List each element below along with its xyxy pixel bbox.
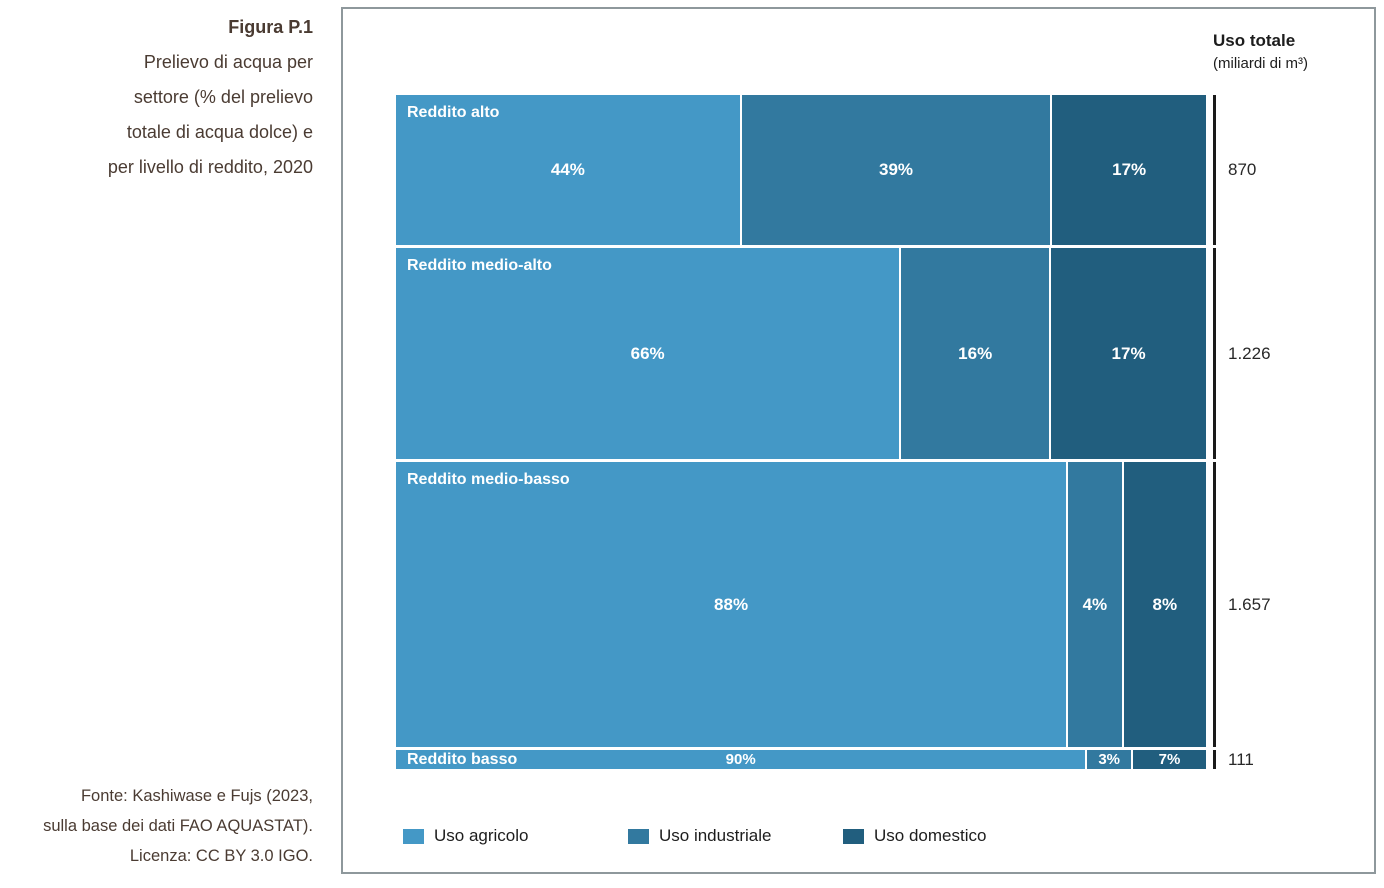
total-tick <box>1213 462 1216 747</box>
total-use-unit: (miliardi di m³) <box>1213 55 1308 72</box>
figure-title-line: totale di acqua dolce) e <box>126 122 313 142</box>
row-label: Reddito alto <box>407 104 500 121</box>
total-value: 111 <box>1228 749 1254 769</box>
segment-pct-label: 88% <box>714 594 749 614</box>
segment-uso-industriale: 16% <box>901 248 1050 459</box>
total-tick <box>1213 95 1216 245</box>
segment-pct-label: 16% <box>958 343 993 363</box>
chart-frame: Uso totale (miliardi di m³) Reddito alto… <box>341 7 1376 874</box>
row-label: Reddito basso <box>407 750 518 768</box>
segment-pct-label: 44% <box>550 160 585 179</box>
stacked-band: Reddito medio-alto 66% 16% 17% <box>396 248 1206 459</box>
stacked-band: Reddito medio-basso 88% 4% 8% <box>396 462 1206 747</box>
stacked-band: Reddito alto 44% 39% 17% <box>396 95 1207 245</box>
total-value: 1.657 <box>1228 594 1271 614</box>
legend-label: Uso industriale <box>659 826 772 845</box>
segment-uso-industriale: 4% <box>1068 462 1122 747</box>
income-row-reddito-medio-alto: Reddito medio-alto 66% 16% 17% 1.226 <box>396 248 1336 459</box>
total-value: 1.226 <box>1228 343 1271 363</box>
segment-uso-domestico: 17% <box>1051 248 1206 459</box>
segment-pct-label: 66% <box>630 343 665 363</box>
segment-pct-label: 3% <box>1098 751 1121 768</box>
segment-uso-agricolo: Reddito basso 90% <box>396 750 1086 769</box>
total-tick <box>1213 750 1216 769</box>
segment-pct-label: 17% <box>1111 343 1146 363</box>
mosaic-chart: Reddito alto 44% 39% 17% 870 <box>396 95 1336 772</box>
income-row-reddito-alto: Reddito alto 44% 39% 17% 870 <box>396 95 1336 245</box>
row-label: Reddito medio-basso <box>407 471 570 488</box>
segment-uso-agricolo: Reddito alto 44% <box>396 95 740 245</box>
segment-pct-label: 7% <box>1158 751 1181 768</box>
segment-pct-label: 90% <box>725 751 756 768</box>
figure-title-line: settore (% del prelievo <box>133 87 313 107</box>
segment-uso-domestico: 17% <box>1052 95 1207 245</box>
segment-pct-label: 17% <box>1112 160 1147 179</box>
segment-uso-agricolo: Reddito medio-alto 66% <box>396 248 900 459</box>
legend-item-uso-industriale: Uso industriale <box>628 826 771 846</box>
legend-label: Uso domestico <box>874 826 987 845</box>
total-use-title: Uso totale <box>1213 31 1296 50</box>
legend-swatch-industriale <box>628 828 649 844</box>
segment-uso-domestico: 7% <box>1133 750 1206 769</box>
segment-uso-domestico: 8% <box>1123 462 1206 747</box>
segment-pct-label: 8% <box>1152 594 1178 614</box>
source-line: Licenza: CC BY 3.0 IGO. <box>129 847 313 865</box>
segment-uso-industriale: 39% <box>741 95 1051 245</box>
stacked-band: Reddito basso 90% 3% 7% <box>396 750 1206 769</box>
legend-swatch-domestico <box>843 828 864 844</box>
legend-item-uso-agricolo: Uso agricolo <box>403 826 529 846</box>
legend: Uso agricolo Uso industriale Uso domesti… <box>343 826 1374 856</box>
segment-pct-label: 4% <box>1082 594 1108 614</box>
figure-title-line: Prelievo di acqua per <box>143 52 313 72</box>
legend-swatch-agricolo <box>403 828 424 844</box>
figure-title-line: per livello di reddito, 2020 <box>107 157 313 177</box>
row-label: Reddito medio-alto <box>407 257 552 274</box>
legend-label: Uso agricolo <box>434 826 529 845</box>
source-note: Fonte: Kashiwase e Fujs (2023, sulla bas… <box>0 781 313 871</box>
figure-heading: Figura P.1 Prelievo di acqua per settore… <box>0 10 313 185</box>
total-value: 870 <box>1228 160 1257 179</box>
segment-uso-agricolo: Reddito medio-basso 88% <box>396 462 1067 747</box>
total-use-header: Uso totale (miliardi di m³) <box>1213 30 1308 76</box>
source-line: Fonte: Kashiwase e Fujs (2023, <box>80 787 313 805</box>
legend-item-uso-domestico: Uso domestico <box>843 826 986 846</box>
figure-number: Figura P.1 <box>228 17 313 37</box>
income-row-reddito-medio-basso: Reddito medio-basso 88% 4% 8% 1.657 <box>396 462 1336 747</box>
segment-pct-label: 39% <box>879 160 914 179</box>
segment-uso-industriale: 3% <box>1087 750 1132 769</box>
income-row-reddito-basso: Reddito basso 90% 3% 7% 111 <box>396 750 1336 769</box>
total-tick <box>1213 248 1216 459</box>
source-line: sulla base dei dati FAO AQUASTAT). <box>43 817 313 835</box>
